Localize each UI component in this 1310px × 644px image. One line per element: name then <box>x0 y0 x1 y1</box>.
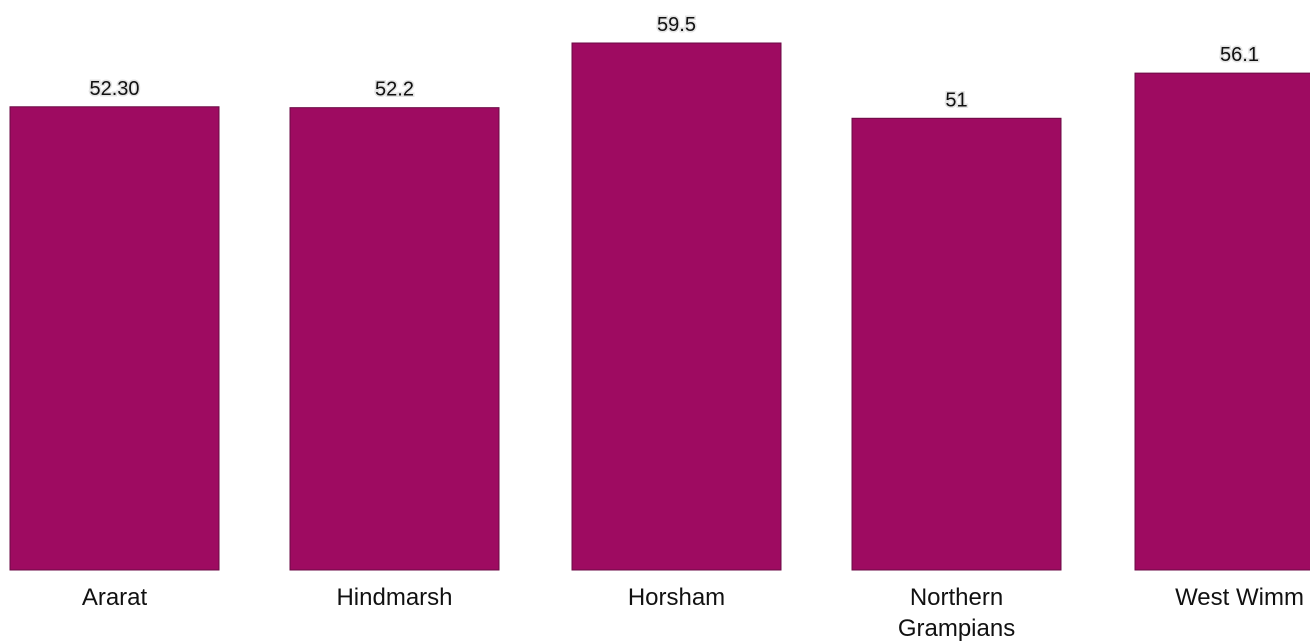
category-label-3: Horsham <box>628 584 725 611</box>
category-label-1: Ararat <box>82 584 148 611</box>
data-label-4: 51 <box>945 89 967 111</box>
bar-4 <box>851 117 1062 571</box>
bar-3 <box>571 42 782 571</box>
category-tick-labels: Ararat Hindmarsh Horsham Northern Grampians W… <box>82 584 1304 642</box>
category-label-line: West Wimm <box>1175 584 1304 611</box>
bar-5 <box>1134 72 1310 571</box>
category-label-line: Ararat <box>82 584 148 611</box>
category-label-2: Hindmarsh <box>336 584 452 611</box>
bars-layer <box>9 42 1310 571</box>
category-label-5: West Wimm <box>1175 584 1304 611</box>
data-label-3: 59.5 <box>657 14 696 36</box>
bar-2 <box>289 107 500 571</box>
category-label-line: Grampians <box>898 615 1015 642</box>
category-label-line: Hindmarsh <box>336 584 452 611</box>
category-label-line: Horsham <box>628 584 725 611</box>
category-label-4: Northern Grampians <box>898 584 1015 642</box>
value-labels-layer: 52.30 52.2 59.5 51 56.1 <box>88 13 1261 113</box>
data-label-5: 56.1 <box>1220 44 1259 66</box>
data-label-2: 52.2 <box>375 79 414 101</box>
bar-1 <box>9 106 220 571</box>
data-label-1: 52.30 <box>89 78 139 100</box>
category-label-line: Northern <box>910 584 1003 611</box>
